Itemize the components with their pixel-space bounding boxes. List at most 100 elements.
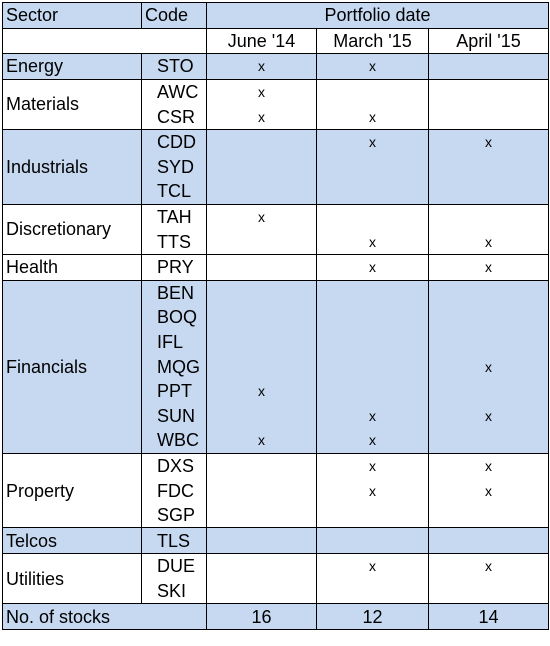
- sector-name-cell: Property: [2, 452, 142, 529]
- header-row-2: June '14 March '15 April '15: [2, 27, 550, 55]
- holding-mark-cell: [206, 329, 317, 355]
- sector-name-cell: Materials: [2, 78, 142, 130]
- table-row: Materials AWC x: [2, 78, 550, 130]
- stock-count-cell: 12: [316, 603, 429, 630]
- holding-mark-cell: [427, 154, 550, 180]
- sector-name-cell: Utilities: [2, 553, 142, 605]
- holding-mark-cell: [206, 154, 317, 180]
- stock-code-cell: SYD: [141, 154, 207, 180]
- table-row: Energy STO x x: [2, 53, 550, 80]
- holding-mark-cell: [206, 403, 317, 429]
- holding-mark-cell: [316, 154, 429, 180]
- holding-mark-cell: [316, 305, 429, 330]
- holding-mark-cell: x: [316, 104, 429, 130]
- sector-name-cell: Financials: [2, 279, 142, 454]
- holding-mark-cell: x: [427, 253, 550, 281]
- stock-code-cell: TAH: [141, 203, 207, 230]
- holding-mark-cell: x: [316, 553, 429, 579]
- holding-mark-cell: [427, 78, 550, 105]
- sector-name-cell: Telcos: [2, 527, 142, 555]
- holding-mark-cell: x: [427, 452, 550, 479]
- date-header-2: March '15: [316, 27, 429, 55]
- code-header: Code: [141, 2, 207, 29]
- stock-code-cell: BOQ: [141, 305, 207, 330]
- table-row: Utilities DUE x x: [2, 553, 550, 605]
- holding-mark-cell: [316, 578, 429, 605]
- holding-mark-cell: x: [427, 478, 550, 503]
- holding-mark-cell: x: [427, 553, 550, 579]
- table-row: SGP: [3, 502, 550, 529]
- holding-mark-cell: [206, 128, 317, 155]
- table-row: CSR x x: [3, 104, 550, 130]
- holding-mark-cell: [427, 502, 550, 529]
- table-row: Discretionary TAH x: [2, 203, 550, 255]
- holding-mark-cell: x: [206, 378, 317, 404]
- holding-mark-cell: [427, 179, 550, 205]
- table-row: FDC x x: [3, 478, 550, 503]
- holding-mark-cell: [206, 279, 317, 306]
- holding-mark-cell: [427, 378, 550, 404]
- holding-mark-cell: x: [316, 253, 429, 281]
- holding-mark-cell: [427, 203, 550, 230]
- portfolio-date-header: Portfolio date: [205, 2, 550, 29]
- date-header-1: June '14: [206, 27, 317, 55]
- holding-mark-cell: x: [316, 452, 429, 479]
- stock-count-cell: 16: [206, 603, 317, 630]
- stock-code-cell: TCL: [141, 179, 207, 205]
- holding-mark-cell: [206, 527, 317, 555]
- holding-mark-cell: [316, 279, 429, 306]
- holding-mark-cell: x: [206, 104, 317, 130]
- holding-mark-cell: [206, 305, 317, 330]
- holding-mark-cell: [206, 478, 317, 503]
- stock-code-cell: STO: [141, 53, 207, 80]
- stock-code-cell: BEN: [141, 279, 207, 306]
- holding-mark-cell: [206, 229, 317, 255]
- holding-mark-cell: [316, 502, 429, 529]
- stock-code-cell: IFL: [141, 329, 207, 355]
- holding-mark-cell: x: [316, 128, 429, 155]
- holding-mark-cell: [316, 527, 429, 555]
- sector-name-cell: Discretionary: [2, 203, 142, 255]
- table-row: PPT x: [3, 378, 550, 404]
- table-row: Health PRY x x: [2, 253, 550, 281]
- holding-mark-cell: x: [206, 428, 317, 454]
- holding-mark-cell: [206, 502, 317, 529]
- table-row: SUN x x: [3, 403, 550, 429]
- holding-mark-cell: [316, 329, 429, 355]
- stock-code-cell: CDD: [141, 128, 207, 155]
- holding-mark-cell: x: [427, 229, 550, 255]
- table-row: SYD: [3, 154, 550, 180]
- holding-mark-cell: [206, 452, 317, 479]
- holding-mark-cell: [206, 354, 317, 379]
- holding-mark-cell: [206, 179, 317, 205]
- totals-label: No. of stocks: [2, 603, 207, 630]
- holding-mark-cell: x: [206, 203, 317, 230]
- header-blank-cell: [2, 27, 207, 55]
- holding-mark-cell: x: [316, 229, 429, 255]
- holding-mark-cell: [427, 53, 550, 80]
- holding-mark-cell: [427, 279, 550, 306]
- table-row: BOQ: [3, 305, 550, 330]
- holding-mark-cell: x: [427, 403, 550, 429]
- holding-mark-cell: x: [316, 478, 429, 503]
- portfolio-table: Sector Code Portfolio date June '14 Marc…: [2, 2, 550, 630]
- table-row: MQG x: [3, 354, 550, 379]
- table-row: Financials BEN: [2, 279, 550, 454]
- table-row: Property DXS x x: [2, 452, 550, 529]
- stock-code-cell: SUN: [141, 403, 207, 429]
- holding-mark-cell: x: [316, 428, 429, 454]
- holding-mark-cell: [206, 253, 317, 281]
- holding-mark-cell: [206, 578, 317, 605]
- stock-code-cell: TTS: [141, 229, 207, 255]
- table-row: TCL: [3, 179, 550, 205]
- holding-mark-cell: [427, 527, 550, 555]
- holding-mark-cell: [427, 428, 550, 454]
- stock-code-cell: CSR: [141, 104, 207, 130]
- table-row: WBC x x: [3, 428, 550, 454]
- totals-row: No. of stocks 16 12 14: [2, 603, 550, 630]
- stock-code-cell: MQG: [141, 354, 207, 379]
- holding-mark-cell: [316, 179, 429, 205]
- stock-code-cell: PRY: [141, 253, 207, 281]
- holding-mark-cell: [206, 553, 317, 579]
- holding-mark-cell: x: [206, 53, 317, 80]
